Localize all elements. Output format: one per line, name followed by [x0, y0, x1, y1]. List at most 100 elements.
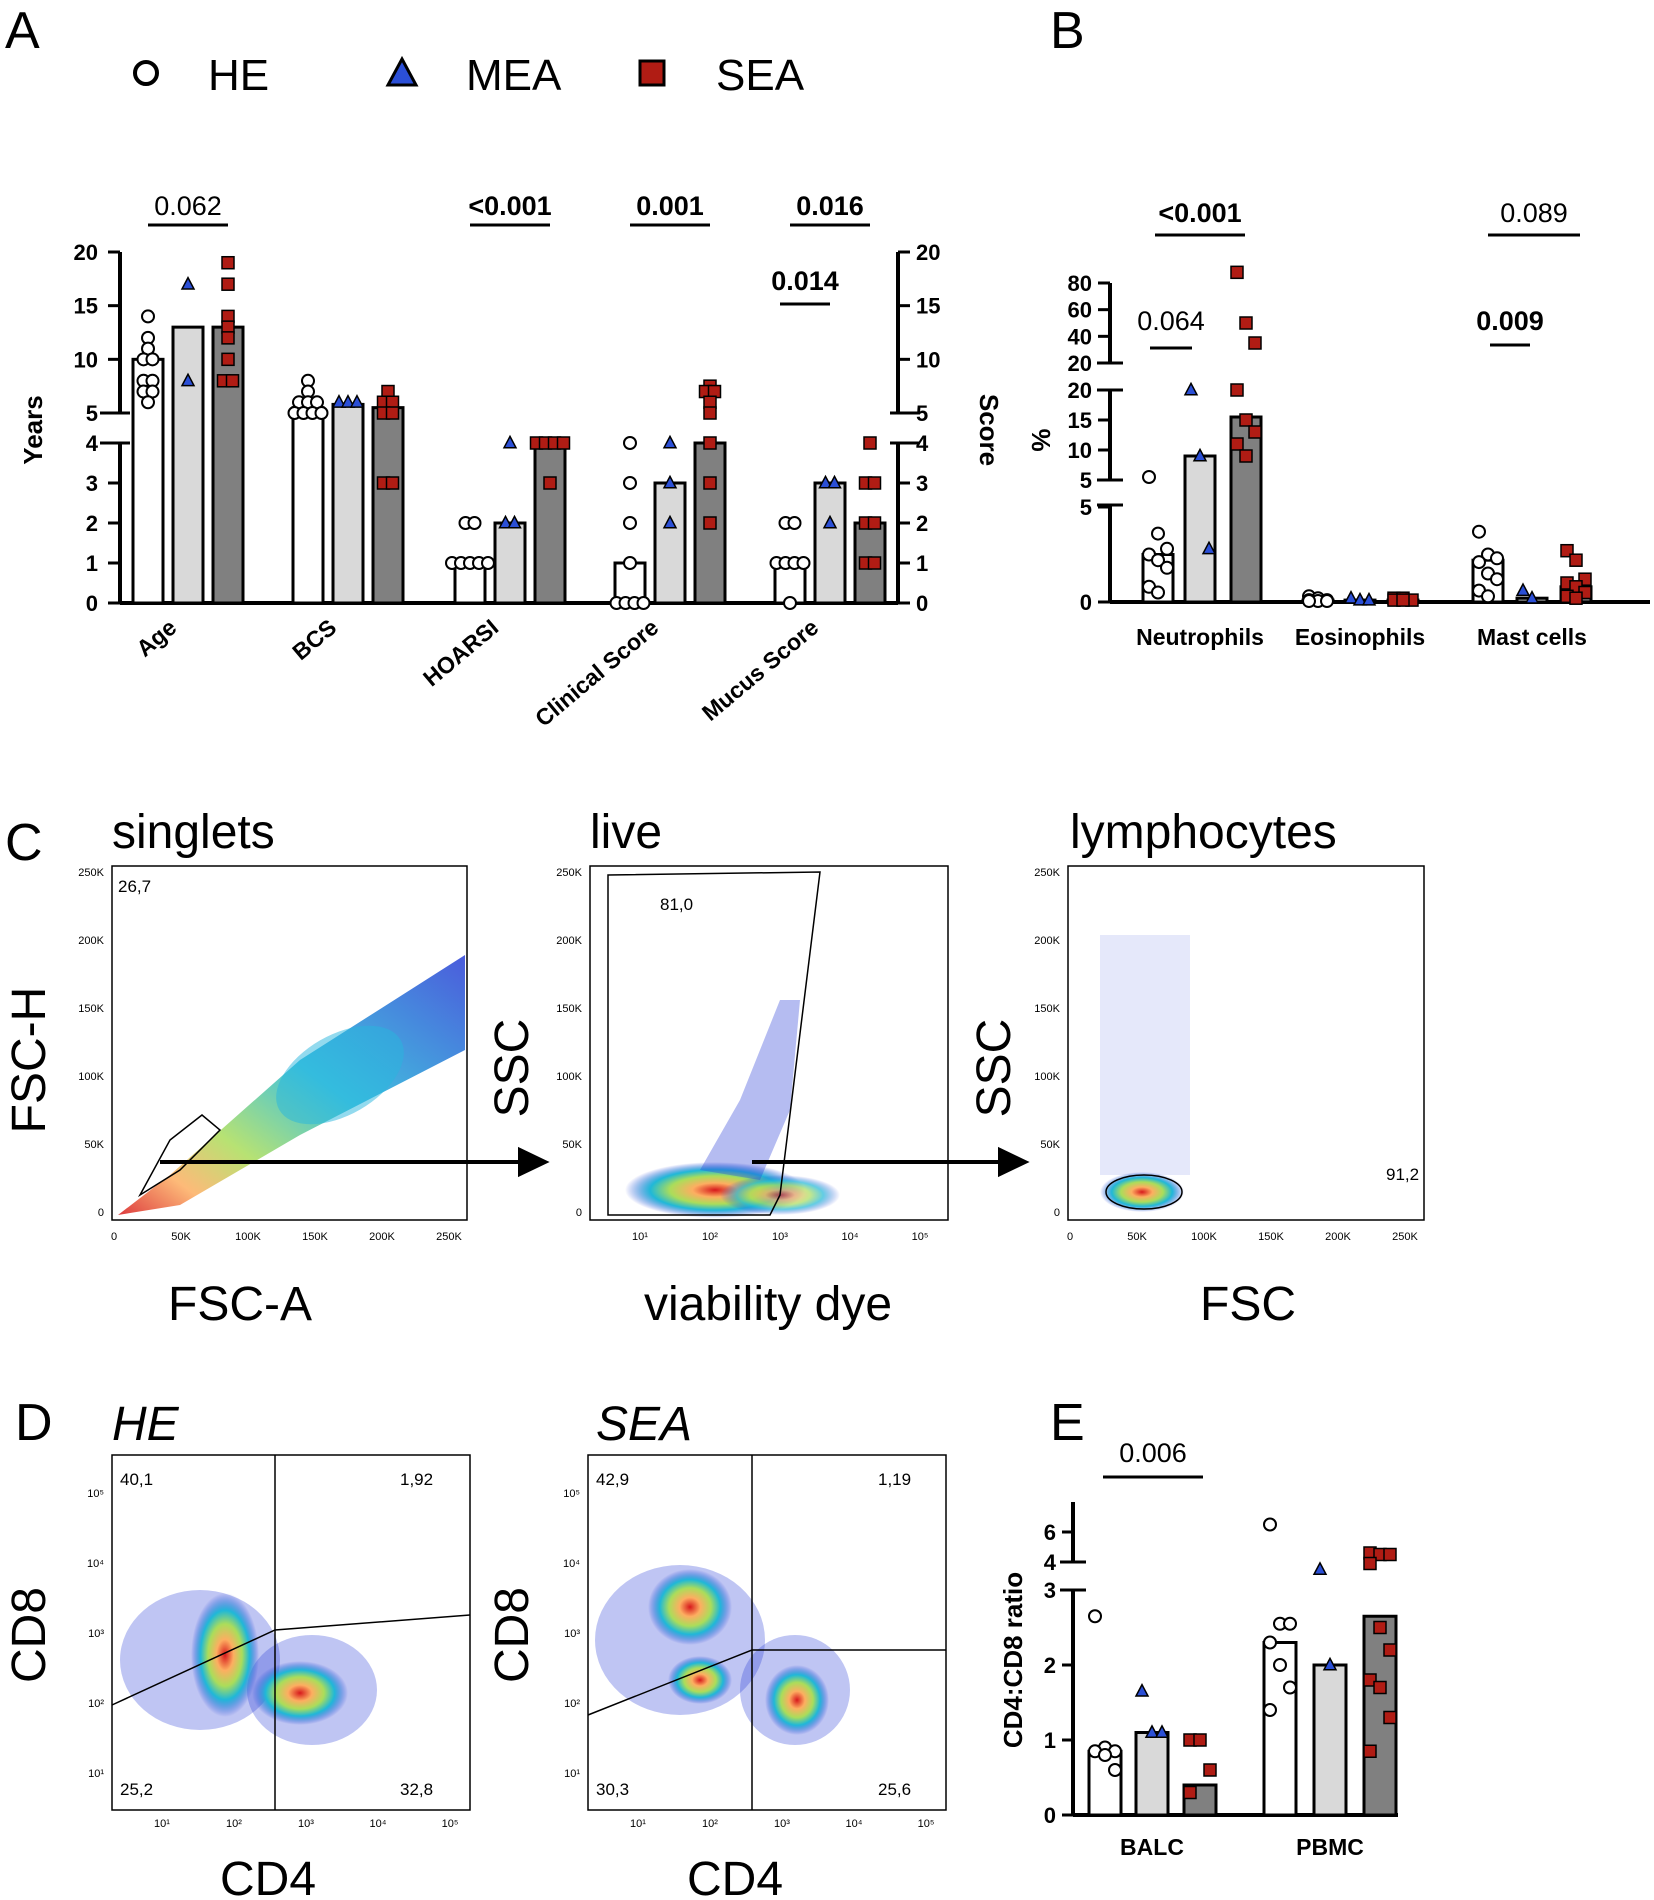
- b-ytick-label: 5: [1080, 468, 1092, 493]
- c3-xtick: 100K: [1191, 1231, 1217, 1243]
- b-ytick-label: 40: [1068, 324, 1092, 349]
- a-pvalue-label: 0.016: [796, 191, 864, 221]
- d2-q-ur: 1,19: [878, 1470, 911, 1489]
- a-point-sea: [703, 436, 717, 450]
- c3-frame: [1067, 865, 1425, 1221]
- b-point-sea: [1396, 593, 1410, 607]
- b-ytick-label: 60: [1068, 298, 1092, 323]
- a-point-sea: [863, 436, 877, 450]
- c2-ytick: 150K: [556, 1003, 582, 1015]
- b-pvalue-label: 0.064: [1137, 306, 1205, 336]
- b-point-mea: [1352, 591, 1368, 606]
- a-point-mea: [180, 275, 196, 290]
- a-point-he: [623, 436, 637, 450]
- c1-ylabel: FSC-H: [3, 987, 56, 1134]
- c2-density: [607, 871, 840, 1218]
- b-point-he: [1490, 551, 1504, 566]
- b-point-he: [1320, 594, 1334, 609]
- a-ytick-left-label: 3: [86, 471, 98, 496]
- a-ytick-right-label: 20: [916, 240, 940, 265]
- b-point-sea: [1569, 591, 1583, 605]
- e-category-label: BALC: [1120, 1834, 1184, 1860]
- d1-hgate: [111, 1614, 471, 1706]
- a-pvalue-label: 0.014: [771, 266, 839, 296]
- d1-q-lr: 32,8: [400, 1780, 433, 1799]
- e-point-he: [1088, 1609, 1102, 1624]
- a-point-he: [623, 476, 637, 490]
- d2-ytick: 10³: [564, 1628, 580, 1640]
- c1-xtick: 150K: [302, 1231, 328, 1243]
- legend-mea-marker: [385, 55, 419, 87]
- a-ytick-right-label: 2: [916, 511, 928, 536]
- d1-ytick: 10⁴: [87, 1558, 104, 1570]
- c1-xtick: 250K: [436, 1231, 462, 1243]
- a-point-sea: [556, 436, 571, 450]
- a-point-mea: [662, 514, 678, 529]
- b-point-mea: [1361, 591, 1377, 606]
- a-ytick-left-label: 1: [86, 551, 98, 576]
- a-point-he: [141, 395, 155, 410]
- a-point-mea: [818, 474, 833, 489]
- c2-ytick: 0: [576, 1207, 582, 1219]
- c2-ytick: 200K: [556, 935, 582, 947]
- e-bar-mea: [1134, 1731, 1170, 1817]
- c1-ytick: 150K: [78, 1003, 104, 1015]
- e-point-mea: [1134, 1683, 1150, 1697]
- legend: HE MEA SEA: [133, 51, 805, 100]
- a-ytick-left-label: 4: [86, 431, 99, 456]
- d1-ytick: 10⁵: [87, 1488, 104, 1500]
- d2-xtick: 10¹: [630, 1818, 646, 1830]
- legend-he-marker: [133, 60, 159, 86]
- b-ytick-label: 20: [1068, 351, 1092, 376]
- c-arrow-2-head: [998, 1146, 1030, 1178]
- b-point-he: [1151, 526, 1165, 541]
- d2-ytick: 10¹: [564, 1768, 580, 1780]
- c3-xtick: 200K: [1325, 1231, 1351, 1243]
- c1-ytick: 250K: [78, 867, 104, 879]
- c3-ylabel: SSC: [968, 1019, 1021, 1118]
- d1-density: [111, 1455, 471, 1810]
- a-ytick-right-label: 5: [916, 401, 928, 426]
- a-point-sea: [221, 255, 235, 270]
- c3-ytick: 100K: [1034, 1071, 1060, 1083]
- a-point-sea: [221, 352, 235, 367]
- c1-density: [118, 955, 465, 1215]
- d2-xtick: 10⁵: [918, 1818, 935, 1830]
- d1-xlabel: CD4: [220, 1853, 316, 1900]
- c3-ytick: 200K: [1034, 935, 1060, 947]
- a-bar-mea: [653, 481, 687, 605]
- c2-title: live: [590, 806, 662, 859]
- a-bar-mea: [493, 521, 527, 605]
- b-ytick-label: 5: [1080, 495, 1092, 520]
- panel-c-gating: singlets live lymphocytes 26,7 81,0 91,2: [3, 806, 1425, 1331]
- a-point-sea: [867, 476, 882, 490]
- e-pvalue-label: 0.006: [1119, 1438, 1187, 1468]
- e-point-he: [1108, 1763, 1122, 1777]
- a-category-label: Mucus Score: [697, 614, 823, 726]
- b-point-sea: [1248, 425, 1262, 439]
- a-bar-sea: [211, 325, 245, 605]
- d1-q-ll: 25,2: [120, 1780, 153, 1799]
- b-point-he: [1160, 541, 1174, 556]
- e-point-he: [1263, 1517, 1277, 1532]
- b-ylabel: %: [1026, 428, 1056, 451]
- e-point-mea: [1144, 1724, 1160, 1739]
- c1-gate: [137, 1114, 222, 1198]
- d1-ytick: 10¹: [88, 1768, 104, 1780]
- a-ytick-right-label: 0: [916, 591, 928, 616]
- c1-xtick: 200K: [369, 1231, 395, 1243]
- a-point-mea: [180, 372, 196, 387]
- d2-frame: [587, 1454, 947, 1811]
- a-ytick-left-label: 10: [74, 347, 98, 372]
- d2-q-lr: 25,6: [878, 1780, 911, 1799]
- a-point-he: [481, 556, 495, 570]
- e-point-sea: [1383, 1643, 1397, 1657]
- c3-ytick: 0: [1054, 1207, 1060, 1219]
- b-ytick-label: 80: [1068, 271, 1092, 296]
- a-point-sea: [703, 516, 717, 530]
- d2-xtick: 10²: [702, 1818, 718, 1830]
- c3-gate-value: 91,2: [1386, 1165, 1419, 1184]
- legend-mea-label: MEA: [466, 51, 562, 100]
- c3-title: lymphocytes: [1070, 806, 1337, 859]
- e-ytick-label: 1: [1044, 1728, 1056, 1753]
